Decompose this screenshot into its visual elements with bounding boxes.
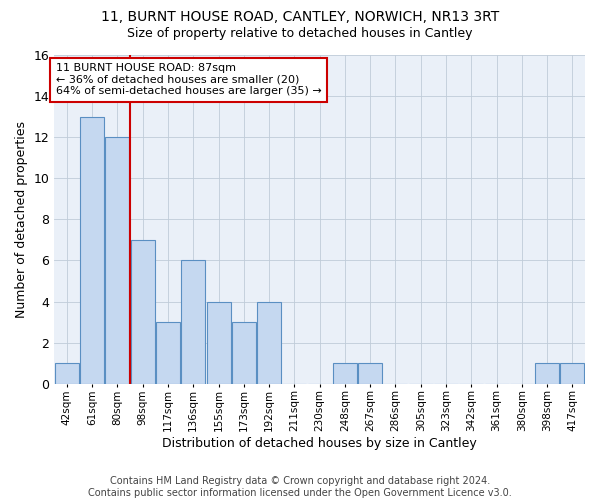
Y-axis label: Number of detached properties: Number of detached properties [15,121,28,318]
Bar [257,302,281,384]
Bar [106,137,130,384]
Bar [131,240,155,384]
Bar [333,363,357,384]
Bar [181,260,205,384]
Bar [232,322,256,384]
Bar [156,322,180,384]
Bar [206,302,230,384]
Bar [80,116,104,384]
Bar [560,363,584,384]
Text: Contains HM Land Registry data © Crown copyright and database right 2024.
Contai: Contains HM Land Registry data © Crown c… [88,476,512,498]
Bar [55,363,79,384]
Bar [358,363,382,384]
Text: 11, BURNT HOUSE ROAD, CANTLEY, NORWICH, NR13 3RT: 11, BURNT HOUSE ROAD, CANTLEY, NORWICH, … [101,10,499,24]
Bar [535,363,559,384]
X-axis label: Distribution of detached houses by size in Cantley: Distribution of detached houses by size … [162,437,477,450]
Text: 11 BURNT HOUSE ROAD: 87sqm
← 36% of detached houses are smaller (20)
64% of semi: 11 BURNT HOUSE ROAD: 87sqm ← 36% of deta… [56,63,322,96]
Text: Size of property relative to detached houses in Cantley: Size of property relative to detached ho… [127,28,473,40]
